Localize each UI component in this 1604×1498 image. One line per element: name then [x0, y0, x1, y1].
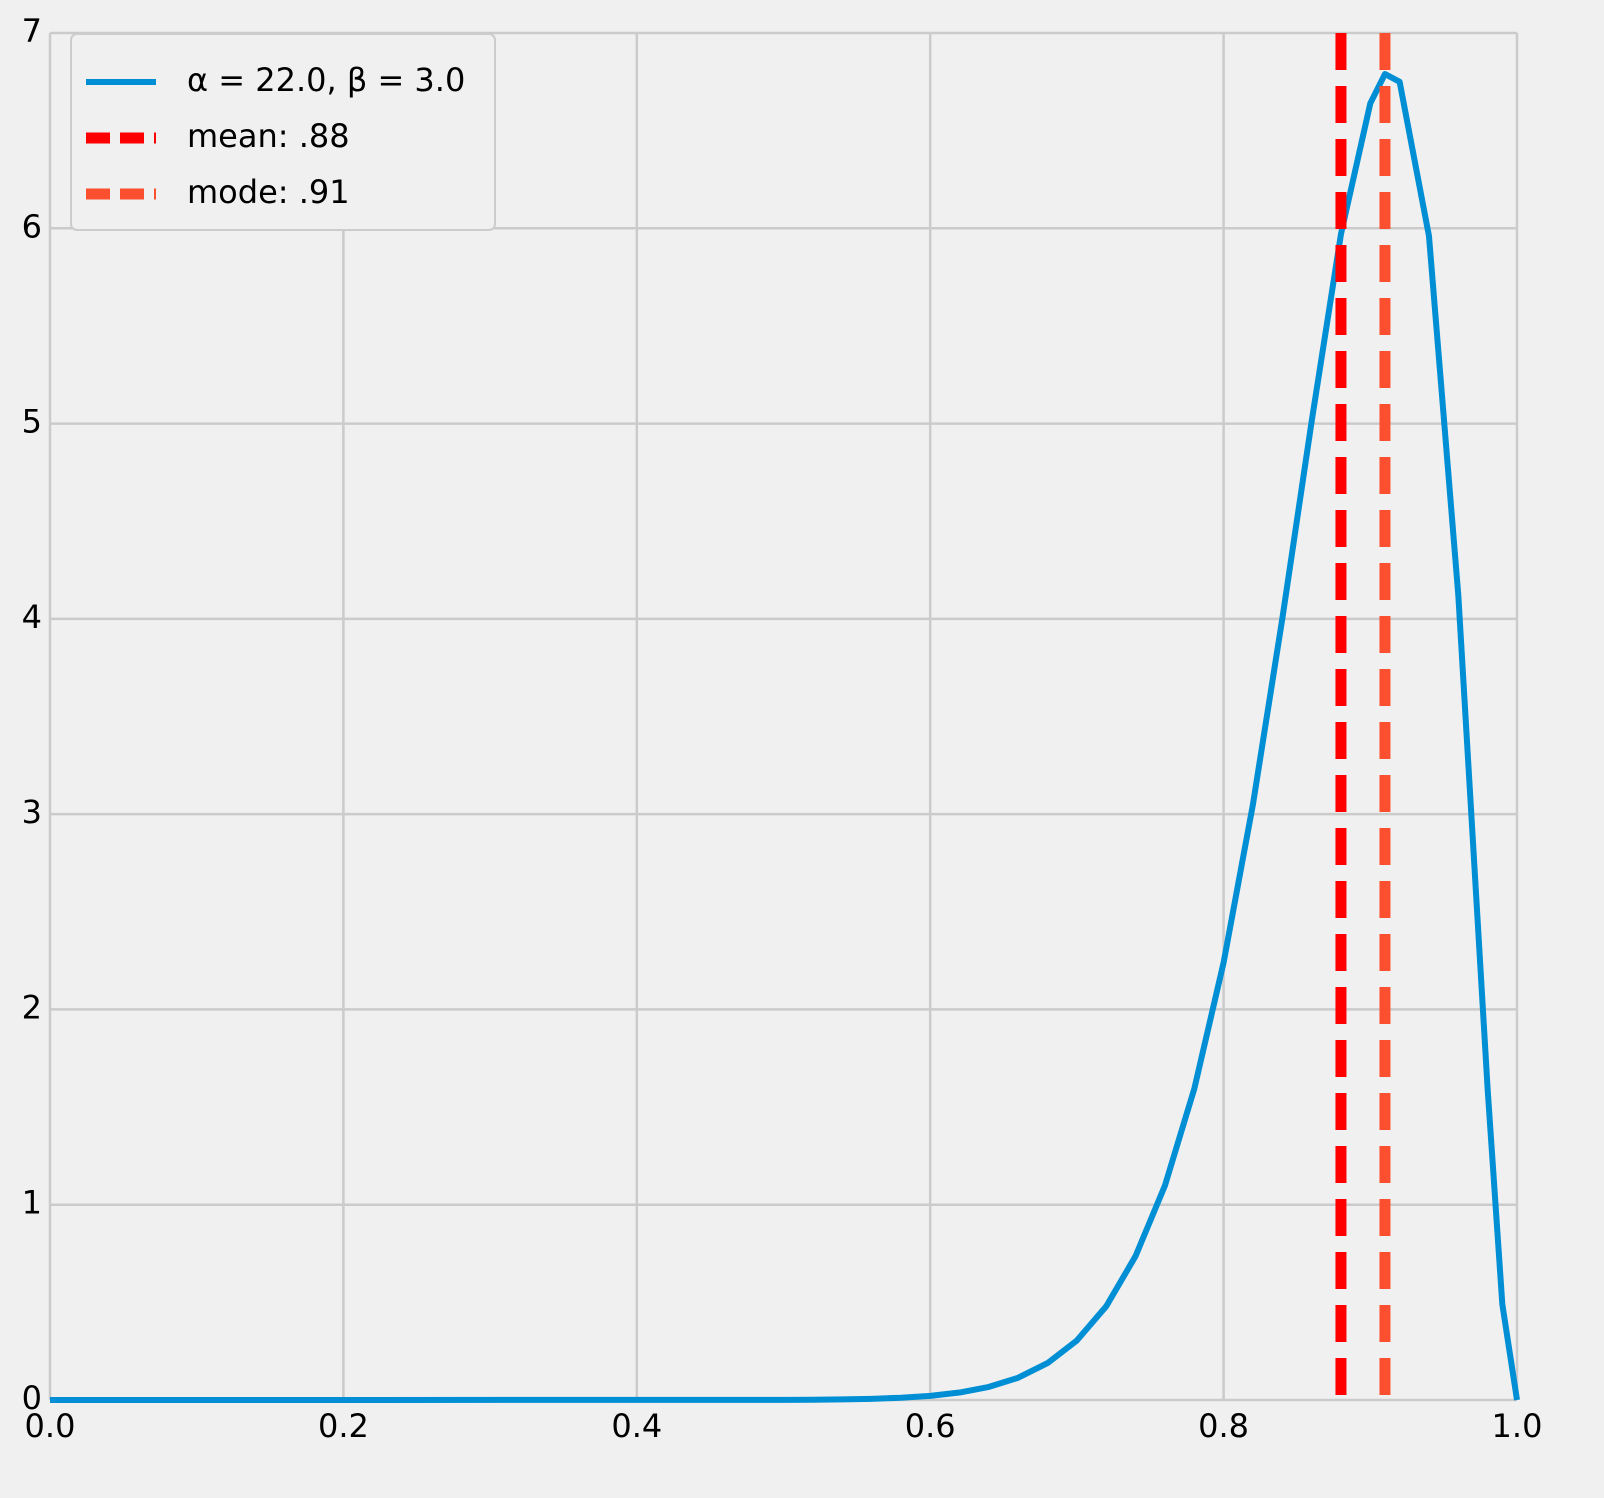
y-tick-label: 1 [22, 1184, 42, 1222]
y-tick-label: 7 [22, 12, 42, 50]
y-tick-label: 5 [22, 403, 42, 441]
legend-label: α = 22.0, β = 3.0 [187, 61, 465, 99]
series-line [49, 71, 1520, 1403]
legend: α = 22.0, β = 3.0 mean: .88 mode: .91 [70, 33, 496, 231]
y-tick-label: 4 [22, 598, 42, 636]
legend-label: mean: .88 [187, 117, 350, 155]
x-tick-label: 0.4 [611, 1407, 662, 1445]
x-tick-label: 0.8 [1198, 1407, 1249, 1445]
x-tick-label: 0.0 [25, 1407, 76, 1445]
y-tick-label: 3 [22, 793, 42, 831]
y-tick-label: 6 [22, 207, 42, 245]
y-tick-label: 0 [22, 1379, 42, 1417]
legend-label: mode: .91 [187, 173, 350, 211]
x-tick-label: 0.6 [905, 1407, 956, 1445]
y-tick-label: 2 [22, 988, 42, 1026]
x-tick-label: 0.2 [318, 1407, 369, 1445]
legend-box [70, 33, 496, 231]
x-tick-label: 1.0 [1492, 1407, 1543, 1445]
